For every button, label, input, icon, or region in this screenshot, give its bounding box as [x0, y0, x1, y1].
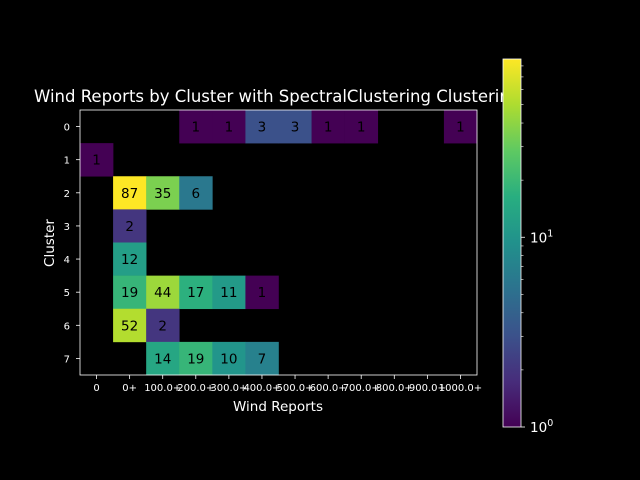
y-tick-label: 3 — [64, 222, 70, 233]
x-tick-label: 300.0+ — [210, 383, 247, 394]
cell-value-label: 44 — [154, 285, 171, 301]
heatmap-cell — [113, 308, 147, 343]
cell-value-label: 1 — [225, 120, 234, 136]
cell-value-label: 3 — [258, 120, 267, 136]
y-tick-label: 6 — [64, 321, 70, 332]
x-tick-label: 900.0+ — [409, 383, 446, 394]
x-axis: 0 0+ 100.0+200.0+300.0+400.0+500.0+600.0+7… — [93, 375, 482, 394]
cell-value-label: 1 — [191, 120, 200, 136]
cell-value-label: 1 — [324, 120, 333, 136]
heatmap-cell — [113, 176, 147, 210]
cell-value-label: 12 — [121, 252, 138, 268]
heatmap-cell — [80, 143, 114, 177]
heatmap-cell — [113, 275, 147, 310]
cell-value-label: 19 — [187, 351, 204, 367]
y-tick-label: 7 — [64, 354, 70, 365]
y-tick-label: 2 — [64, 189, 70, 200]
y-tick-label: 5 — [64, 288, 70, 299]
heatmap-cell — [212, 110, 246, 144]
heatmap-cell — [146, 275, 180, 310]
heatmap-cell — [179, 176, 213, 210]
heatmap-cell — [113, 242, 147, 276]
heatmap-cell — [245, 341, 279, 376]
x-tick-label: 600.0+ — [310, 383, 347, 394]
heatmap-cell — [146, 308, 180, 343]
cell-value-label: 11 — [220, 285, 237, 301]
colorbar-tick-label: 101 — [530, 228, 553, 246]
cell-value-label: 6 — [191, 186, 200, 202]
cell-value-label: 2 — [125, 219, 134, 235]
heatmap-cell — [212, 341, 246, 376]
cell-value-label: 7 — [258, 351, 267, 367]
colorbar-ticks: 100 101 — [521, 65, 553, 436]
cell-value-label: 87 — [121, 186, 138, 202]
heatmap-cell — [146, 341, 180, 376]
cell-value-label: 1 — [456, 120, 465, 136]
cell-value-label: 14 — [154, 351, 171, 367]
chart-title: Wind Reports by Cluster with SpectralClu… — [34, 87, 520, 106]
heatmap-cell — [245, 275, 279, 310]
heatmap-cell — [212, 275, 246, 310]
heatmap-cell — [113, 209, 147, 243]
heatmap-cell — [179, 110, 213, 144]
cell-value-label: 17 — [187, 285, 204, 301]
y-tick-label: 0 — [64, 123, 70, 134]
heatmap-cell — [146, 176, 180, 210]
heatmap-cell — [179, 275, 213, 310]
y-axis: 0 1 2 3 4 5 6 7 — [64, 123, 80, 365]
y-tick-label: 1 — [64, 156, 70, 167]
x-axis-label: Wind Reports — [233, 399, 323, 415]
x-tick-label: 200.0+ — [177, 383, 214, 394]
cell-value-label: 35 — [154, 186, 171, 202]
heatmap-cell — [311, 110, 345, 144]
x-tick-label: 500.0+ — [277, 383, 314, 394]
heatmap-cell — [278, 110, 312, 144]
cell-value-label: 1 — [92, 153, 101, 169]
colorbar — [502, 58, 522, 428]
heatmap-cell — [344, 110, 379, 144]
heatmap-cell — [443, 110, 478, 144]
cell-value-label: 1 — [258, 285, 267, 301]
x-tick-label: 100.0+ — [144, 383, 181, 394]
x-tick-label: 1000.0+ — [439, 383, 482, 394]
heatmap-cell — [245, 110, 279, 144]
y-axis-label: Cluster — [42, 219, 58, 267]
colorbar-tick-label: 100 — [530, 418, 553, 436]
plot-frame — [79, 109, 478, 376]
y-tick-label: 4 — [64, 255, 70, 266]
cell-value-label: 2 — [158, 318, 167, 334]
cell-value-label: 3 — [291, 120, 300, 136]
x-tick-label: 800.0+ — [376, 383, 413, 394]
cell-value-label: 52 — [121, 318, 138, 334]
heatmap-cell — [179, 341, 213, 376]
cell-value-label: 10 — [220, 351, 237, 367]
x-tick-label: 400.0+ — [243, 383, 280, 394]
title-clip-mask — [524, 82, 564, 110]
x-tick-label: 0 — [93, 383, 99, 394]
x-tick-label: 700.0+ — [343, 383, 380, 394]
x-tick-label: 0+ — [122, 383, 137, 394]
cell-value-label: 19 — [121, 285, 138, 301]
cell-value-label: 1 — [357, 120, 366, 136]
